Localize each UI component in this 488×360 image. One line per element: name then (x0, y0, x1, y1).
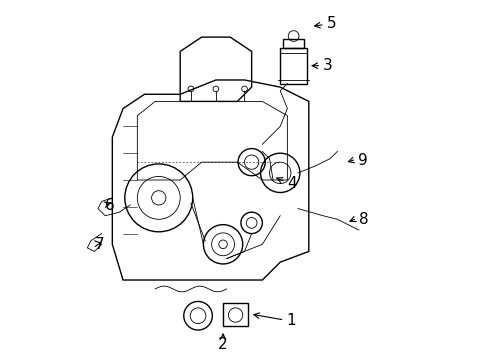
Bar (223, 303, 247, 327)
Bar (283, 39, 304, 48)
Text: 3: 3 (323, 58, 332, 73)
Text: 8: 8 (358, 212, 367, 227)
Text: 7: 7 (94, 237, 104, 252)
Bar (280, 48, 306, 84)
Text: 9: 9 (357, 153, 367, 168)
Text: 5: 5 (326, 16, 336, 31)
Text: 6: 6 (104, 198, 114, 212)
Text: 2: 2 (218, 337, 227, 352)
Text: 1: 1 (286, 312, 296, 328)
Text: 4: 4 (287, 176, 296, 191)
